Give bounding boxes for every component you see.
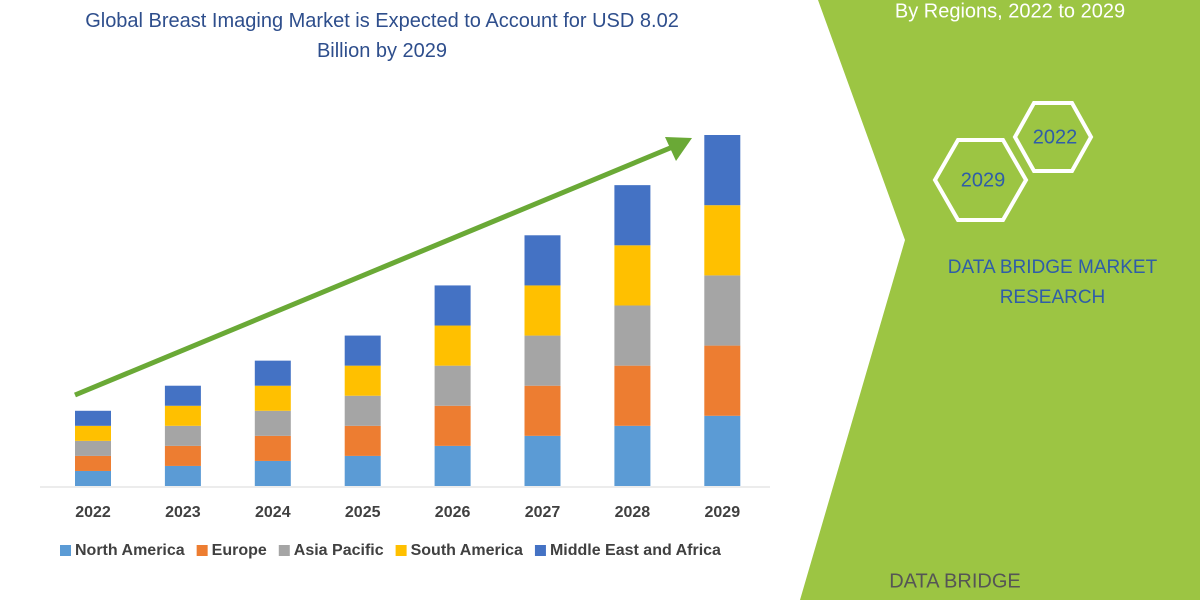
bar-segment xyxy=(524,285,561,336)
green-panel xyxy=(800,0,1200,600)
bar-segment xyxy=(524,235,561,286)
x-tick-label: 2022 xyxy=(75,504,111,521)
bar-segment xyxy=(254,460,291,486)
legend-swatch xyxy=(196,545,208,556)
legend-label: South America xyxy=(411,542,523,559)
legend-swatch xyxy=(278,545,290,556)
x-tick-label: 2023 xyxy=(165,504,201,521)
x-tick-label: 2028 xyxy=(615,504,651,521)
bar-segment xyxy=(614,425,651,486)
bar-segment xyxy=(614,185,651,246)
legend-swatch xyxy=(395,545,407,556)
brand: DATA BRIDGE MARKET RESEARCH xyxy=(947,257,1158,308)
legend-label: Europe xyxy=(212,542,267,559)
bar-segment xyxy=(344,365,381,396)
bar-segment xyxy=(614,305,651,366)
x-tick-label: 2025 xyxy=(345,504,381,521)
bar-segment xyxy=(524,435,561,486)
legend-swatch xyxy=(534,545,546,556)
legend-label: Middle East and Africa xyxy=(550,542,721,559)
bar-segment xyxy=(434,285,471,326)
legend-label: North America xyxy=(75,542,185,559)
bar-segment xyxy=(434,445,471,486)
legend-swatch xyxy=(60,545,71,556)
bar-segment xyxy=(344,455,381,486)
hex-label: 2022 xyxy=(1033,126,1078,148)
bar-segment xyxy=(344,395,381,426)
chart-title: Global Breast Imaging Market is Expected… xyxy=(85,10,679,62)
subtitle: By Regions, 2022 to 2029 xyxy=(895,0,1125,22)
x-tick-label: 2029 xyxy=(705,504,741,521)
bar-segment xyxy=(164,465,201,486)
bar-segment xyxy=(75,440,111,456)
bar-segment xyxy=(164,385,201,406)
x-tick-label: 2027 xyxy=(525,504,561,521)
bar-segment xyxy=(614,365,651,426)
bar-segment xyxy=(704,415,741,486)
legend-label: Asia Pacific xyxy=(294,542,384,559)
bar-segment xyxy=(524,335,561,386)
bar-segment xyxy=(164,425,201,446)
bar-segment xyxy=(164,405,201,426)
bar-segment xyxy=(75,410,111,426)
bar-segment xyxy=(704,275,741,346)
bar-segment xyxy=(75,455,111,471)
bar-segment xyxy=(344,425,381,456)
x-tick-label: 2026 xyxy=(435,504,471,521)
bar-segment xyxy=(704,135,741,206)
x-tick-label: 2024 xyxy=(255,504,291,521)
hex-label: 2029 xyxy=(961,169,1006,191)
bar-segment xyxy=(704,345,741,416)
bar-segment xyxy=(434,405,471,446)
bar-segment xyxy=(254,435,291,461)
bar-segment xyxy=(524,385,561,436)
bar-segment xyxy=(614,245,651,306)
logo-text: DATA BRIDGE xyxy=(889,570,1021,592)
hexagon xyxy=(1012,101,1094,173)
bar-segment xyxy=(254,385,291,411)
arrow-head xyxy=(665,137,692,161)
bar-segment xyxy=(434,365,471,406)
bar-segment xyxy=(75,470,111,486)
bar-segment xyxy=(164,445,201,466)
trend-arrow xyxy=(74,143,676,398)
bar-segment xyxy=(254,360,291,386)
bar-segment xyxy=(254,410,291,436)
bar-segment xyxy=(75,425,111,441)
bar-segment xyxy=(434,325,471,366)
bar-segment xyxy=(704,205,741,276)
bar-segment xyxy=(344,335,381,366)
hexagon xyxy=(932,138,1029,222)
